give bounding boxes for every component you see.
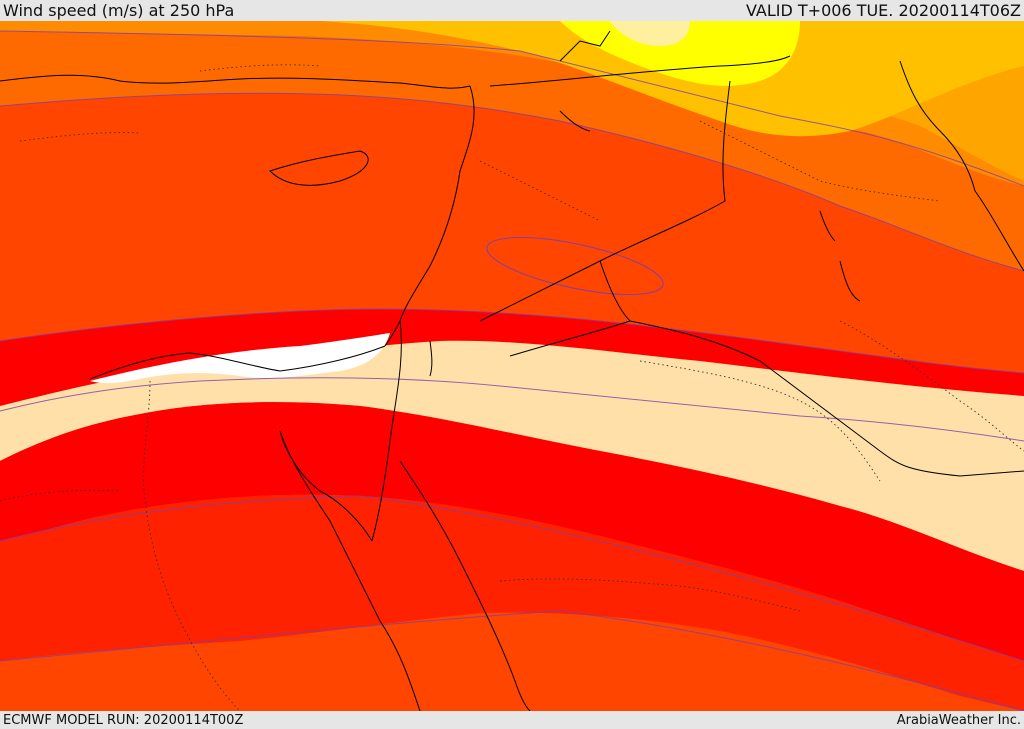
coastlines bbox=[0, 30, 1024, 711]
band-north-2 bbox=[320, 21, 1024, 137]
valid-time-label: VALID T+006 TUE. 20200114T06Z bbox=[745, 1, 1021, 20]
contour-lines bbox=[0, 30, 1024, 711]
band-cream bbox=[0, 340, 1024, 571]
model-run-label: ECMWF MODEL RUN: 20200114T00Z bbox=[3, 712, 244, 728]
band-north-yellow bbox=[560, 21, 800, 86]
band-white bbox=[90, 333, 390, 384]
band-north-pale bbox=[610, 21, 690, 46]
dotted-boundaries bbox=[0, 64, 1024, 711]
wind-maximum-lens bbox=[486, 236, 664, 296]
wind-speed-map[interactable] bbox=[0, 21, 1024, 711]
map-title: Wind speed (m/s) at 250 hPa bbox=[3, 1, 235, 20]
credit-label: ArabiaWeather Inc. bbox=[896, 712, 1021, 728]
band-red-lower bbox=[0, 402, 1024, 661]
footer-bar: ECMWF MODEL RUN: 20200114T00Z ArabiaWeat… bbox=[0, 711, 1024, 729]
band-bottom-orange bbox=[0, 612, 1024, 711]
header-bar: Wind speed (m/s) at 250 hPa VALID T+006 … bbox=[0, 0, 1024, 21]
